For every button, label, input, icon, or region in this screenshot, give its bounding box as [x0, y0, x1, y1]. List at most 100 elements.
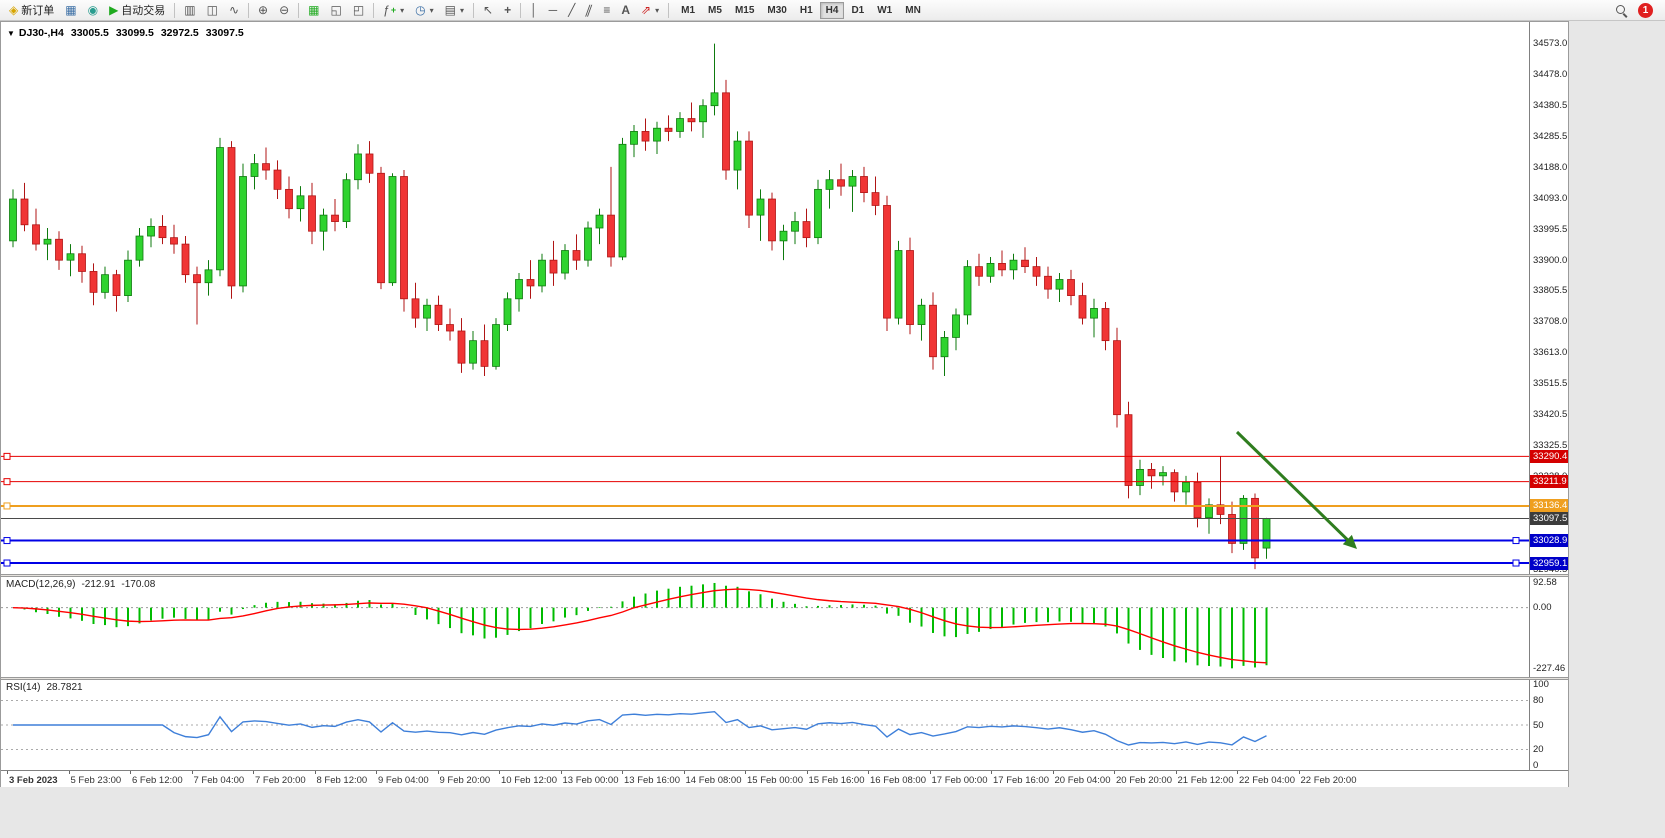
time-label: 22 Feb 20:00	[1300, 775, 1357, 786]
line-chart-button[interactable]: ∿	[224, 1, 244, 20]
dropdown-icon: ▾	[655, 5, 660, 15]
ohlc-open: 33005.5	[70, 27, 109, 39]
text-tool-button[interactable]: A	[616, 1, 635, 20]
chart-shift-button[interactable]: ◱	[326, 1, 347, 20]
time-tick	[7, 771, 8, 774]
crosshair-button[interactable]: +	[499, 1, 516, 20]
cursor-button[interactable]: ↖	[478, 1, 498, 20]
rsi-value: 28.7821	[46, 682, 83, 693]
scale-tick: 34478.0	[1533, 68, 1568, 80]
time-axis[interactable]: 3 Feb 2023 5 Feb 23:00 6 Feb 12:00 7 Feb 04…	[1, 770, 1568, 787]
line-handle[interactable]	[3, 478, 11, 486]
zoom-in-icon: ⊕	[258, 3, 269, 17]
timeframe-m15[interactable]: M15	[734, 4, 755, 16]
line-handle[interactable]	[3, 537, 11, 545]
fibonacci-button[interactable]: ≡	[598, 1, 615, 20]
time-tick	[376, 771, 377, 774]
autotrading-button[interactable]: ▶ 自动交易	[104, 1, 170, 20]
rsi-canvas[interactable]	[1, 680, 1529, 770]
scale-tick: 34188.0	[1533, 161, 1568, 173]
scale-tick: 33900.0	[1533, 254, 1568, 266]
price-scale[interactable]: 34573.0 34478.0 34380.5 34285.5 34188.0 34093…	[1530, 22, 1568, 788]
time-tick	[1052, 771, 1054, 774]
line-handle[interactable]	[1512, 559, 1520, 567]
time-label: 5 Feb 23:00	[70, 775, 122, 786]
time-tick	[191, 771, 193, 774]
market-watch-button[interactable]: ▦	[60, 1, 81, 20]
crosshair-icon: +	[504, 3, 512, 17]
timeframe-w1[interactable]: W1	[877, 4, 893, 16]
macd-label: MACD(12,26,9) -212.91 -170.08	[6, 579, 161, 590]
bar-chart-button[interactable]: ▥	[179, 1, 200, 20]
line-handle[interactable]	[3, 502, 11, 510]
toolbar-separator	[174, 2, 176, 18]
zoom-in-button[interactable]: ⊕	[253, 1, 273, 20]
rsi-name: RSI(14)	[6, 682, 41, 693]
timeframe-m5[interactable]: M5	[708, 4, 722, 16]
time-label: 13 Feb 16:00	[624, 775, 680, 786]
timeframe-m1[interactable]: M1	[681, 4, 696, 16]
time-tick	[130, 771, 131, 774]
price-badge: 33136.4	[1530, 499, 1568, 513]
line-handle[interactable]	[1512, 537, 1520, 545]
templates-button[interactable]: ▤ ▾	[440, 1, 469, 20]
panel-splitter[interactable]	[1, 574, 1568, 577]
workspace: ▼ DJ30-,H4 33005.5 33099.5 32972.5 33097.5 MA…	[0, 21, 1665, 838]
price-badge: 33290.4	[1530, 449, 1568, 463]
panel-splitter[interactable]	[1, 677, 1568, 680]
bar-chart-icon: ▥	[184, 3, 196, 17]
line-handle[interactable]	[3, 452, 11, 460]
main-chart-canvas[interactable]	[1, 22, 1529, 574]
indicators-button[interactable]: ƒ + ▾	[378, 1, 409, 20]
timeframe-m30[interactable]: M30	[767, 4, 787, 16]
time-label: 13 Feb 00:00	[562, 775, 619, 786]
timeframe-d1[interactable]: D1	[851, 4, 865, 16]
time-tick	[683, 771, 685, 774]
new-order-button[interactable]: ◈ 新订单	[4, 1, 59, 20]
time-tick	[1237, 771, 1238, 774]
scale-tick: 33995.5	[1533, 223, 1568, 235]
trend-arrow[interactable]	[1235, 430, 1353, 545]
candle-chart-button[interactable]: ◫	[202, 1, 223, 20]
timeframe-h1[interactable]: H1	[799, 4, 813, 16]
trendline-button[interactable]: ╱	[563, 1, 580, 20]
toolbar-separator	[373, 2, 375, 18]
channel-icon: ∥	[583, 3, 595, 17]
timeframe-mn[interactable]: MN	[905, 4, 921, 16]
time-label: 22 Feb 04:00	[1239, 775, 1295, 786]
scale-tick: 33420.5	[1533, 409, 1568, 420]
arrows-tool-button[interactable]: ⇗ ▾	[636, 1, 664, 20]
line-handle[interactable]	[3, 559, 11, 567]
horizontal-line-button[interactable]: ─	[544, 1, 563, 20]
cursor-icon: ↖	[483, 3, 494, 17]
zoom-out-button[interactable]: ⊖	[274, 1, 294, 20]
macd-canvas[interactable]	[1, 577, 1529, 677]
data-window-button[interactable]: ◉	[83, 1, 103, 20]
trendline-icon: ╱	[568, 3, 576, 17]
toolbar-separator	[668, 2, 670, 18]
tile-windows-icon: ▦	[308, 3, 320, 17]
periods-button[interactable]: ◷ ▾	[410, 1, 439, 20]
scale-tick: 50	[1533, 719, 1544, 731]
tile-windows-button[interactable]: ▦	[303, 1, 324, 20]
auto-scroll-button[interactable]: ◰	[348, 1, 369, 20]
rsi-line	[13, 710, 1267, 746]
time-label: 16 Feb 08:00	[870, 775, 926, 786]
search-icon[interactable]	[1615, 4, 1628, 17]
trend-arrow-head	[1342, 534, 1357, 549]
dropdown-icon: ▾	[460, 5, 465, 15]
notification-badge[interactable]: 1	[1638, 2, 1653, 18]
dropdown-icon: ▾	[429, 5, 434, 15]
time-tick	[1298, 771, 1300, 774]
template-icon: ▤	[444, 3, 457, 17]
collapse-icon[interactable]: ▼	[7, 29, 15, 38]
scale-tick: 33613.0	[1533, 347, 1568, 359]
timeframe-h4[interactable]: H4	[819, 1, 845, 19]
time-label: 14 Feb 08:00	[685, 775, 742, 786]
auto-scroll-icon: ◰	[352, 3, 365, 17]
scale-tick: -227.46	[1533, 662, 1566, 674]
fibonacci-icon: ≡	[603, 3, 611, 17]
channel-button[interactable]: ∥	[581, 1, 597, 20]
vertical-line-button[interactable]: │	[525, 1, 543, 20]
scale-tick: 33708.0	[1533, 316, 1568, 328]
